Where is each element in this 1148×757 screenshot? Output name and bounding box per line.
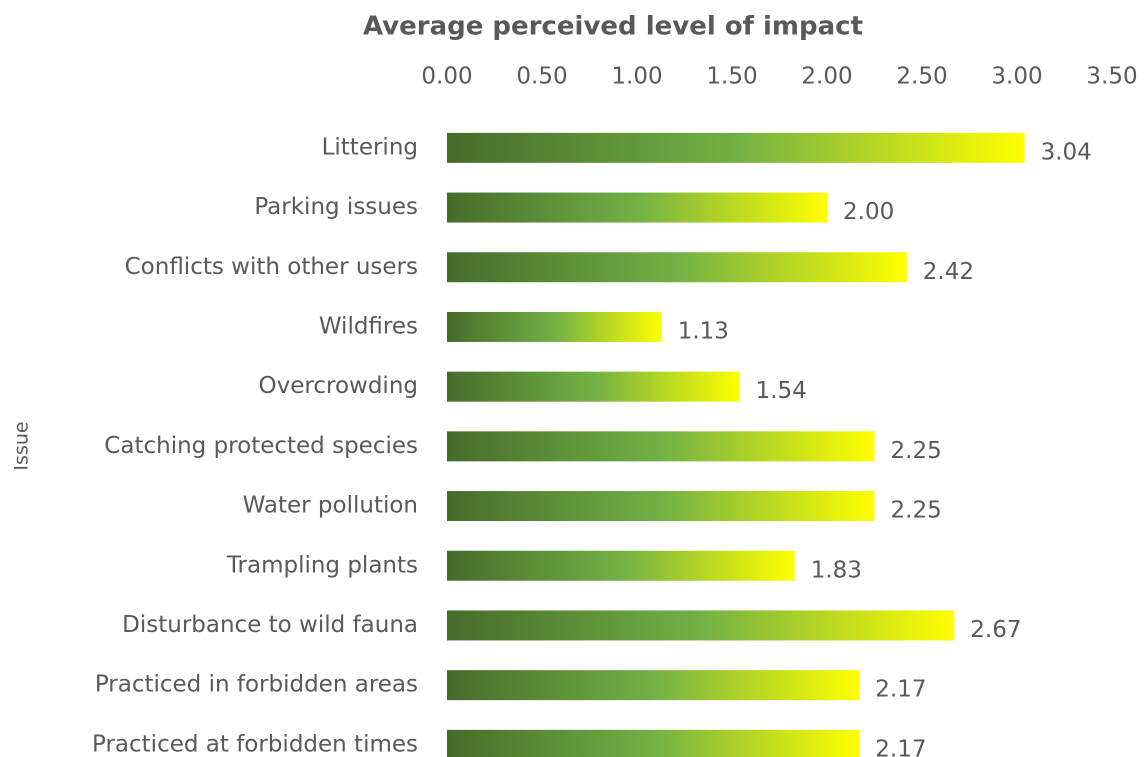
x-tick-label: 0.00: [421, 64, 472, 90]
x-tick-label: 2.00: [801, 64, 852, 90]
bar: [447, 311, 662, 342]
y-tick-label: Conflicts with other users: [125, 254, 418, 280]
chart-title: Average perceived level of impact: [363, 12, 863, 42]
data-label: 3.04: [1041, 139, 1092, 165]
bar: [447, 670, 860, 701]
x-tick-label: 3.00: [991, 64, 1042, 90]
y-tick-label: Wildfires: [319, 313, 418, 339]
data-label: 1.54: [756, 378, 807, 404]
bar: [447, 252, 907, 283]
bar: [447, 192, 827, 223]
data-label: 2.17: [875, 736, 926, 757]
data-label: 2.17: [875, 677, 926, 703]
y-tick-label: Disturbance to wild fauna: [122, 612, 418, 638]
y-tick-label: Water pollution: [243, 493, 418, 519]
data-label: 2.67: [970, 617, 1021, 643]
data-label: 2.00: [843, 199, 894, 225]
data-label: 2.25: [891, 498, 942, 524]
x-tick-label: 3.50: [1086, 64, 1137, 90]
bar: [447, 610, 955, 641]
data-label: 1.13: [678, 318, 729, 344]
y-tick-label: Parking issues: [254, 194, 418, 220]
y-tick-label: Catching protected species: [104, 433, 418, 459]
y-tick-label: Trampling plants: [226, 552, 418, 578]
bar: [447, 491, 875, 522]
x-tick-label: 1.00: [611, 64, 662, 90]
data-label: 2.25: [891, 438, 942, 464]
x-tick-label: 0.50: [516, 64, 567, 90]
y-axis-label: Issue: [11, 421, 33, 470]
bar: [447, 371, 740, 402]
x-tick-label: 2.50: [896, 64, 947, 90]
bar: [447, 132, 1025, 163]
bar: [447, 729, 860, 757]
bar: [447, 431, 875, 462]
data-label: 2.42: [923, 259, 974, 285]
y-tick-label: Overcrowding: [259, 373, 418, 399]
y-tick-label: Littering: [322, 134, 418, 160]
x-tick-label: 1.50: [706, 64, 757, 90]
y-tick-label: Practiced at forbidden times: [92, 731, 418, 757]
data-label: 1.83: [811, 557, 862, 583]
y-tick-label: Practiced in forbidden areas: [95, 672, 418, 698]
bar: [447, 550, 795, 581]
